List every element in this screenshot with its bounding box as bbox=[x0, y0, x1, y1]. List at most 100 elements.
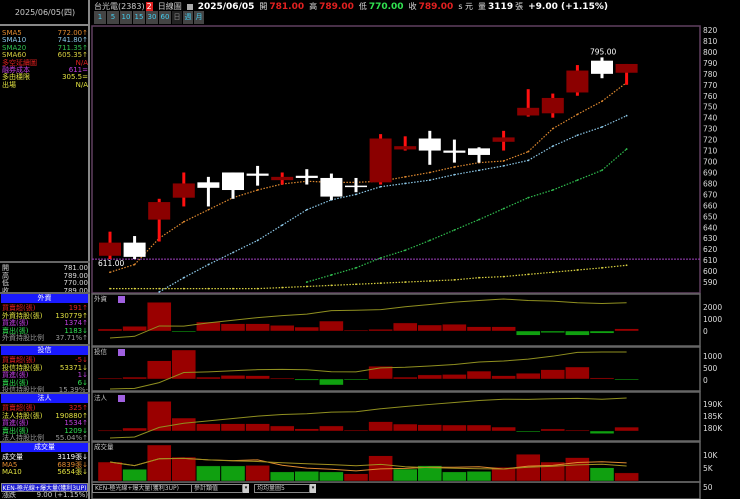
bar bbox=[171, 456, 197, 482]
bar bbox=[122, 469, 147, 482]
bar bbox=[319, 378, 344, 386]
period-button[interactable]: 5 bbox=[107, 11, 119, 24]
date-display: 2025/06/05(四) bbox=[0, 0, 90, 26]
ma-line-sma5 bbox=[109, 263, 135, 273]
row-value: 130779↑ bbox=[55, 311, 88, 320]
row-label: 買賣超(張) bbox=[2, 356, 36, 364]
chevron-down-icon[interactable]: ▾ bbox=[243, 484, 249, 493]
bar bbox=[565, 457, 590, 482]
ma-line-sma60 bbox=[282, 285, 307, 289]
ma-line-sma20 bbox=[528, 189, 553, 199]
bar bbox=[614, 328, 639, 332]
ma-line-sma10 bbox=[527, 145, 554, 161]
candle-body bbox=[99, 242, 121, 256]
price-tick-label: 680 bbox=[703, 179, 718, 188]
bar bbox=[589, 430, 615, 434]
ma-line-sma20 bbox=[552, 179, 578, 191]
panel-settings-icon[interactable] bbox=[118, 296, 125, 303]
row-value: N/A bbox=[75, 80, 88, 89]
bar bbox=[319, 320, 344, 332]
ma-point-sma10 bbox=[625, 114, 628, 117]
calendar-icon[interactable] bbox=[186, 3, 193, 10]
panel-settings-icon[interactable] bbox=[118, 349, 125, 356]
panel-settings-icon[interactable] bbox=[118, 395, 125, 402]
bar bbox=[294, 428, 319, 432]
candle-body bbox=[418, 138, 441, 151]
period-button[interactable]: 1 bbox=[94, 11, 106, 24]
strategy-label[interactable]: KEN-極光線+爆大量(獲利3UP) bbox=[1, 483, 88, 492]
price-tick-label: 740 bbox=[703, 114, 718, 123]
ma-line-sma10 bbox=[281, 209, 308, 226]
row-label: 出場 bbox=[2, 80, 16, 89]
bar bbox=[368, 366, 393, 380]
row-label: SMA5 bbox=[2, 29, 22, 37]
bar bbox=[171, 330, 197, 333]
bar bbox=[614, 472, 639, 482]
ma-line-sma5 bbox=[306, 180, 332, 183]
ma-point-sma60 bbox=[625, 264, 628, 267]
ma-line-sma5 bbox=[503, 151, 529, 162]
sub-tick-label: 185K bbox=[703, 412, 723, 421]
ma-line-sma20 bbox=[331, 267, 357, 276]
ma-line-sma10 bbox=[183, 264, 209, 279]
row-value: 1374↑ bbox=[64, 319, 88, 328]
row-label: 買進(張) bbox=[2, 319, 29, 328]
info-row: 外資持股(張) 130779↑ bbox=[2, 312, 88, 320]
row-value: 191↑ bbox=[68, 304, 88, 312]
candle-body bbox=[566, 70, 589, 93]
bar bbox=[245, 423, 270, 432]
bar bbox=[343, 378, 369, 381]
bar bbox=[196, 423, 221, 432]
bar bbox=[393, 322, 418, 332]
ma-line-sma10 bbox=[355, 186, 381, 195]
info-row: 多由穩限 305.5= bbox=[2, 73, 88, 81]
row-value: 781.00 bbox=[63, 264, 89, 272]
bar bbox=[442, 324, 467, 332]
period-button[interactable]: 週 bbox=[183, 11, 193, 24]
period-button[interactable]: 10 bbox=[120, 11, 132, 24]
panel-frame bbox=[91, 293, 701, 347]
ma-line-sma10 bbox=[306, 199, 332, 211]
price-annotation: 611.00 bbox=[98, 259, 124, 268]
period-button[interactable]: 15 bbox=[133, 11, 145, 24]
strategy-input[interactable]: KEN-極光線+爆大量(獲利3UP) bbox=[92, 484, 192, 493]
candle-body bbox=[517, 107, 540, 116]
low-label: 低 bbox=[358, 2, 367, 11]
bar bbox=[491, 467, 516, 482]
select-param[interactable]: 參計類值 bbox=[191, 484, 243, 493]
row-label: MA10 bbox=[2, 468, 22, 477]
trend-line bbox=[109, 351, 627, 390]
row-value: 1209↓ bbox=[64, 426, 88, 435]
ma-line-sma60 bbox=[503, 273, 529, 278]
row-value: 605.35↑ bbox=[57, 51, 88, 60]
bar bbox=[220, 423, 246, 432]
chevron-down-icon[interactable]: ▾ bbox=[310, 484, 316, 493]
period-button[interactable]: 日 bbox=[172, 11, 182, 24]
row-label: 多空延續圖 bbox=[2, 58, 37, 67]
row-value: -5↓ bbox=[75, 356, 88, 364]
row-value: N/A bbox=[75, 58, 88, 67]
row-label: 法人持股(張) bbox=[2, 411, 43, 420]
row-label: 高 bbox=[2, 271, 9, 280]
ma-line-sma60 bbox=[552, 269, 578, 273]
period-button[interactable]: 30 bbox=[146, 11, 158, 24]
ma-line-sma10 bbox=[429, 174, 455, 181]
stock-name[interactable]: 台光電(2383) bbox=[94, 2, 145, 11]
row-label: 低 bbox=[2, 279, 9, 287]
row-label: 賣出(張) bbox=[2, 378, 29, 387]
info-row: 買進(張) 1↓ bbox=[2, 371, 88, 379]
price-tick-label: 710 bbox=[703, 147, 718, 156]
sub-tick-label: 1000 bbox=[703, 352, 722, 361]
chart-kind: 日線圖 bbox=[157, 2, 182, 11]
select-avg[interactable]: 均均量圖5 bbox=[254, 484, 310, 493]
row-label: 買賣超(張) bbox=[2, 404, 36, 412]
ma-line-sma10 bbox=[232, 239, 258, 254]
price-annotation: 795.00 bbox=[590, 47, 616, 56]
period-button[interactable]: 月 bbox=[194, 11, 204, 24]
row-value: 1↓ bbox=[77, 371, 88, 380]
row-label: 投信持股比例 bbox=[2, 386, 44, 395]
ma-line-sma20 bbox=[355, 257, 381, 269]
period-button[interactable]: 60 bbox=[159, 11, 171, 24]
info-row: 投信持股比例 15.39%- bbox=[2, 386, 88, 394]
